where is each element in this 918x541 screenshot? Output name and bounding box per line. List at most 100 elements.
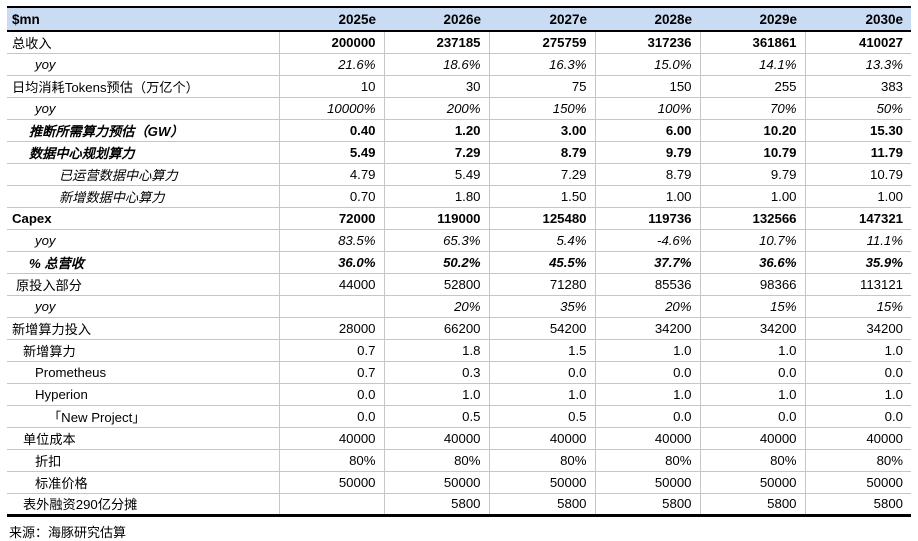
table-row: 表外融资290亿分摊 5800 5800 5800 5800 5800 <box>7 492 911 515</box>
cell-value: 1.0 <box>594 338 701 362</box>
cell-value: 80% <box>699 448 806 472</box>
source-note: 来源：海豚研究估算 <box>9 524 127 540</box>
unit-label: $mn <box>12 11 40 27</box>
table-row: 标准价格 50000 50000 50000 50000 50000 50000 <box>7 470 911 494</box>
table-row: Capex 72000 119000 125480 119736 132566 147321 <box>7 206 911 230</box>
cell-value: 1.0 <box>804 338 911 362</box>
cell-value: 40000 <box>699 426 806 450</box>
row-label: 数据中心规划算力 <box>7 140 280 164</box>
cell-value: 83.5% <box>278 228 385 252</box>
forecast-table: $mn 2025e 2026e 2027e 2028e 2029e 2030e … <box>7 6 911 517</box>
cell-value: 5.49 <box>278 140 385 164</box>
cell-value: 1.0 <box>383 382 490 406</box>
cell-value: 50000 <box>278 470 385 494</box>
table-row: yoy 83.5% 65.3% 5.4% -4.6% 10.7% 11.1% <box>7 228 911 252</box>
cell-value: 100% <box>594 96 701 120</box>
row-label: yoy <box>7 228 280 252</box>
cell-value: 0.0 <box>804 404 911 428</box>
cell-value: 45.5% <box>488 250 596 274</box>
cell-value: 237185 <box>383 31 490 54</box>
cell-value: 0.7 <box>278 338 385 362</box>
cell-value: 65.3% <box>383 228 490 252</box>
cell-value: 10000% <box>278 96 385 120</box>
row-label: 新增算力 <box>7 338 280 362</box>
cell-value: -4.6% <box>594 228 701 252</box>
cell-value: 119000 <box>383 206 490 230</box>
cell-value: 30 <box>383 74 490 98</box>
table-row: 「New Project」 0.0 0.5 0.5 0.0 0.0 0.0 <box>7 404 911 428</box>
cell-value: 132566 <box>699 206 806 230</box>
row-label: yoy <box>7 96 280 120</box>
table-row: 已运营数据中心算力 4.79 5.49 7.29 8.79 9.79 10.79 <box>7 162 911 186</box>
cell-value: 40000 <box>804 426 911 450</box>
cell-value: 0.7 <box>278 360 385 384</box>
cell-value: 50% <box>804 96 911 120</box>
cell-value: 0.0 <box>488 360 596 384</box>
row-label: 原投入部分 <box>7 272 280 296</box>
column-header-2027e: 2027e <box>549 11 587 27</box>
cell-value: 16.3% <box>488 52 596 76</box>
column-header-2029e: 2029e <box>759 11 797 27</box>
cell-value: 1.80 <box>383 184 490 208</box>
cell-value: 150 <box>594 74 701 98</box>
cell-value: 0.40 <box>278 118 385 142</box>
table-row: Prometheus 0.7 0.3 0.0 0.0 0.0 0.0 <box>7 360 911 384</box>
cell-value: 0.0 <box>594 404 701 428</box>
row-label: 新增数据中心算力 <box>7 184 280 208</box>
cell-value: 147321 <box>804 206 911 230</box>
cell-value: 15% <box>699 294 806 318</box>
cell-value: 1.50 <box>488 184 596 208</box>
cell-value: 0.0 <box>594 360 701 384</box>
cell-value: 80% <box>594 448 701 472</box>
cell-value: 40000 <box>594 426 701 450</box>
column-header-2026e: 2026e <box>443 11 481 27</box>
cell-value: 5800 <box>804 492 911 515</box>
cell-value: 50000 <box>594 470 701 494</box>
table-row: 折扣 80% 80% 80% 80% 80% 80% <box>7 448 911 472</box>
cell-value: 7.29 <box>383 140 490 164</box>
cell-value: 1.0 <box>699 338 806 362</box>
cell-value: 11.1% <box>804 228 911 252</box>
cell-value: 66200 <box>383 316 490 340</box>
cell-value: 15% <box>804 294 911 318</box>
cell-value: 1.0 <box>594 382 701 406</box>
cell-value: 5.49 <box>383 162 490 186</box>
cell-value: 80% <box>488 448 596 472</box>
cell-value: 1.8 <box>383 338 490 362</box>
table-row: yoy 10000% 200% 150% 100% 70% 50% <box>7 96 911 120</box>
cell-value: 383 <box>804 74 911 98</box>
row-label: 新增算力投入 <box>7 316 280 340</box>
row-label: 日均消耗Tokens预估（万亿个） <box>7 74 280 98</box>
cell-value: 71280 <box>488 272 596 296</box>
cell-value: 5800 <box>488 492 596 515</box>
cell-value: 50.2% <box>383 250 490 274</box>
cell-value: 8.79 <box>594 162 701 186</box>
cell-value: 125480 <box>488 206 596 230</box>
cell-value: 113121 <box>804 272 911 296</box>
table-row: 原投入部分 44000 52800 71280 85536 98366 113121 <box>7 272 911 296</box>
cell-value: 361861 <box>699 31 806 54</box>
cell-value: 9.79 <box>594 140 701 164</box>
cell-value: 5800 <box>383 492 490 515</box>
table-row: 新增算力 0.7 1.8 1.5 1.0 1.0 1.0 <box>7 338 911 362</box>
cell-value: 15.30 <box>804 118 911 142</box>
cell-value: 52800 <box>383 272 490 296</box>
cell-value: 72000 <box>278 206 385 230</box>
cell-value: 1.00 <box>804 184 911 208</box>
cell-value: 0.0 <box>278 382 385 406</box>
cell-value: 200000 <box>278 31 385 54</box>
cell-value: 40000 <box>278 426 385 450</box>
cell-value: 34200 <box>699 316 806 340</box>
cell-value: 50000 <box>488 470 596 494</box>
cell-value: 9.79 <box>699 162 806 186</box>
table-row: 总收入 200000 237185 275759 317236 361861 410027 <box>7 31 911 54</box>
row-label: 总收入 <box>7 31 280 54</box>
cell-value: 410027 <box>804 31 911 54</box>
cell-value: 98366 <box>699 272 806 296</box>
cell-value: 3.00 <box>488 118 596 142</box>
cell-value: 1.20 <box>383 118 490 142</box>
cell-value: 50000 <box>699 470 806 494</box>
cell-value: 275759 <box>488 31 596 54</box>
cell-value: 0.0 <box>278 404 385 428</box>
cell-value: 50000 <box>383 470 490 494</box>
